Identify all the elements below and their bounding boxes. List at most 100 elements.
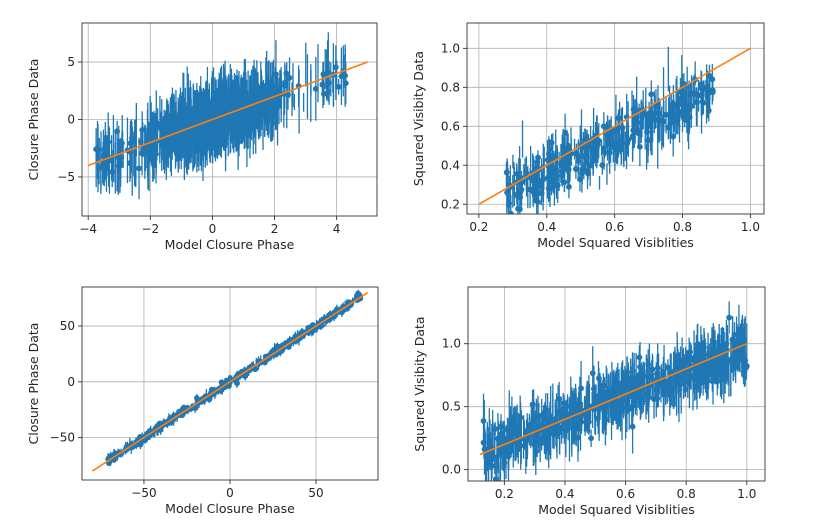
data-point <box>595 141 601 148</box>
data-point <box>116 161 123 168</box>
data-point <box>538 190 545 197</box>
data-point <box>684 378 691 385</box>
data-point <box>174 146 180 153</box>
data-point <box>109 169 116 175</box>
data-point <box>235 110 242 117</box>
data-point <box>105 139 112 146</box>
data-point <box>635 119 642 126</box>
data-point <box>596 375 602 382</box>
data-point <box>178 152 185 158</box>
data-point <box>619 125 626 131</box>
y-tick-label: 0.8 <box>441 80 460 94</box>
data-point <box>248 94 255 100</box>
data-point <box>281 82 288 89</box>
x-axis-label: Model Closure Phase <box>165 237 295 252</box>
data-point <box>209 99 216 106</box>
squared-visibility-top-panel: 0.2 0.4 0.6 0.8 1.0 0.2 0.4 0.6 0.8 1.0 Model Squa… <box>411 22 765 250</box>
data-point <box>513 192 520 199</box>
data-point <box>674 110 681 117</box>
data-point <box>218 133 225 140</box>
data-point <box>191 105 198 112</box>
data-point <box>588 435 595 442</box>
data-point <box>181 145 188 152</box>
data-point <box>737 331 744 338</box>
data-point <box>649 115 656 122</box>
data-point <box>173 114 180 120</box>
x-tick-label: 0.8 <box>677 487 696 501</box>
data-point <box>625 377 632 383</box>
data-point <box>114 128 121 135</box>
data-point <box>193 91 200 98</box>
data-point <box>558 163 565 169</box>
data-point <box>582 135 589 142</box>
data-point <box>537 436 544 443</box>
x-tick-label: −4 <box>79 222 97 236</box>
closure-phase-bottom-panel: −50 0 50 −50 0 50 Model Closure Phase Closure P… <box>26 286 379 516</box>
data-point <box>194 100 201 107</box>
data-point <box>656 117 662 124</box>
x-tick-label: 0.6 <box>616 487 635 501</box>
data-point <box>259 111 265 117</box>
data-point <box>731 354 738 361</box>
data-point <box>667 388 674 395</box>
data-point <box>513 430 519 437</box>
data-point <box>504 189 510 196</box>
data-point <box>561 400 567 407</box>
data-point <box>532 448 539 455</box>
data-point <box>667 369 674 376</box>
data-point <box>644 372 651 379</box>
data-point <box>500 434 507 441</box>
data-point <box>740 338 747 345</box>
data-point <box>251 108 257 115</box>
data-point <box>565 166 572 173</box>
data-point <box>675 359 682 366</box>
data-point <box>184 107 191 114</box>
y-axis-label: Closure Phase Data <box>26 59 41 181</box>
data-point <box>235 96 241 102</box>
data-point <box>566 411 573 418</box>
data-point <box>577 400 584 407</box>
x-tick-label: 0.8 <box>673 220 692 234</box>
data-point <box>687 91 694 98</box>
data-point <box>714 378 721 385</box>
data-point <box>670 133 677 140</box>
data-point <box>724 359 731 366</box>
data-point <box>246 120 253 127</box>
y-axis-label: Closure Phase Data <box>26 323 41 445</box>
data-point <box>615 385 622 392</box>
data-point <box>710 374 716 381</box>
data-point <box>571 417 578 424</box>
data-point <box>492 476 499 481</box>
data-point <box>612 128 619 135</box>
data-point <box>654 365 661 371</box>
data-point <box>178 120 185 127</box>
data-point <box>203 146 209 152</box>
data-point <box>529 177 536 184</box>
data-point <box>263 106 270 113</box>
data-point <box>186 117 193 124</box>
closure-phase-top-panel: −4 −2 0 2 4 −5 0 5 Model Closure Phase Closure Ph… <box>26 22 378 252</box>
data-point <box>623 394 630 400</box>
data-point <box>601 407 608 413</box>
data-point <box>153 119 160 126</box>
data-point <box>625 136 632 143</box>
data-point <box>616 381 622 388</box>
data-point <box>511 421 518 427</box>
data-point <box>573 150 580 157</box>
data-point <box>545 151 552 158</box>
data-point <box>541 418 548 425</box>
x-tick-label: 1.0 <box>737 487 756 501</box>
data-point <box>590 157 597 163</box>
data-point <box>276 86 283 93</box>
data-point <box>93 146 100 153</box>
data-point <box>636 380 643 386</box>
data-point <box>740 351 747 357</box>
data-point <box>160 140 167 146</box>
data-point <box>587 162 594 169</box>
data-point <box>588 144 595 151</box>
data-point <box>489 462 495 469</box>
data-point <box>216 93 223 99</box>
data-point <box>665 364 671 371</box>
data-point <box>668 376 675 383</box>
data-point <box>227 90 234 96</box>
